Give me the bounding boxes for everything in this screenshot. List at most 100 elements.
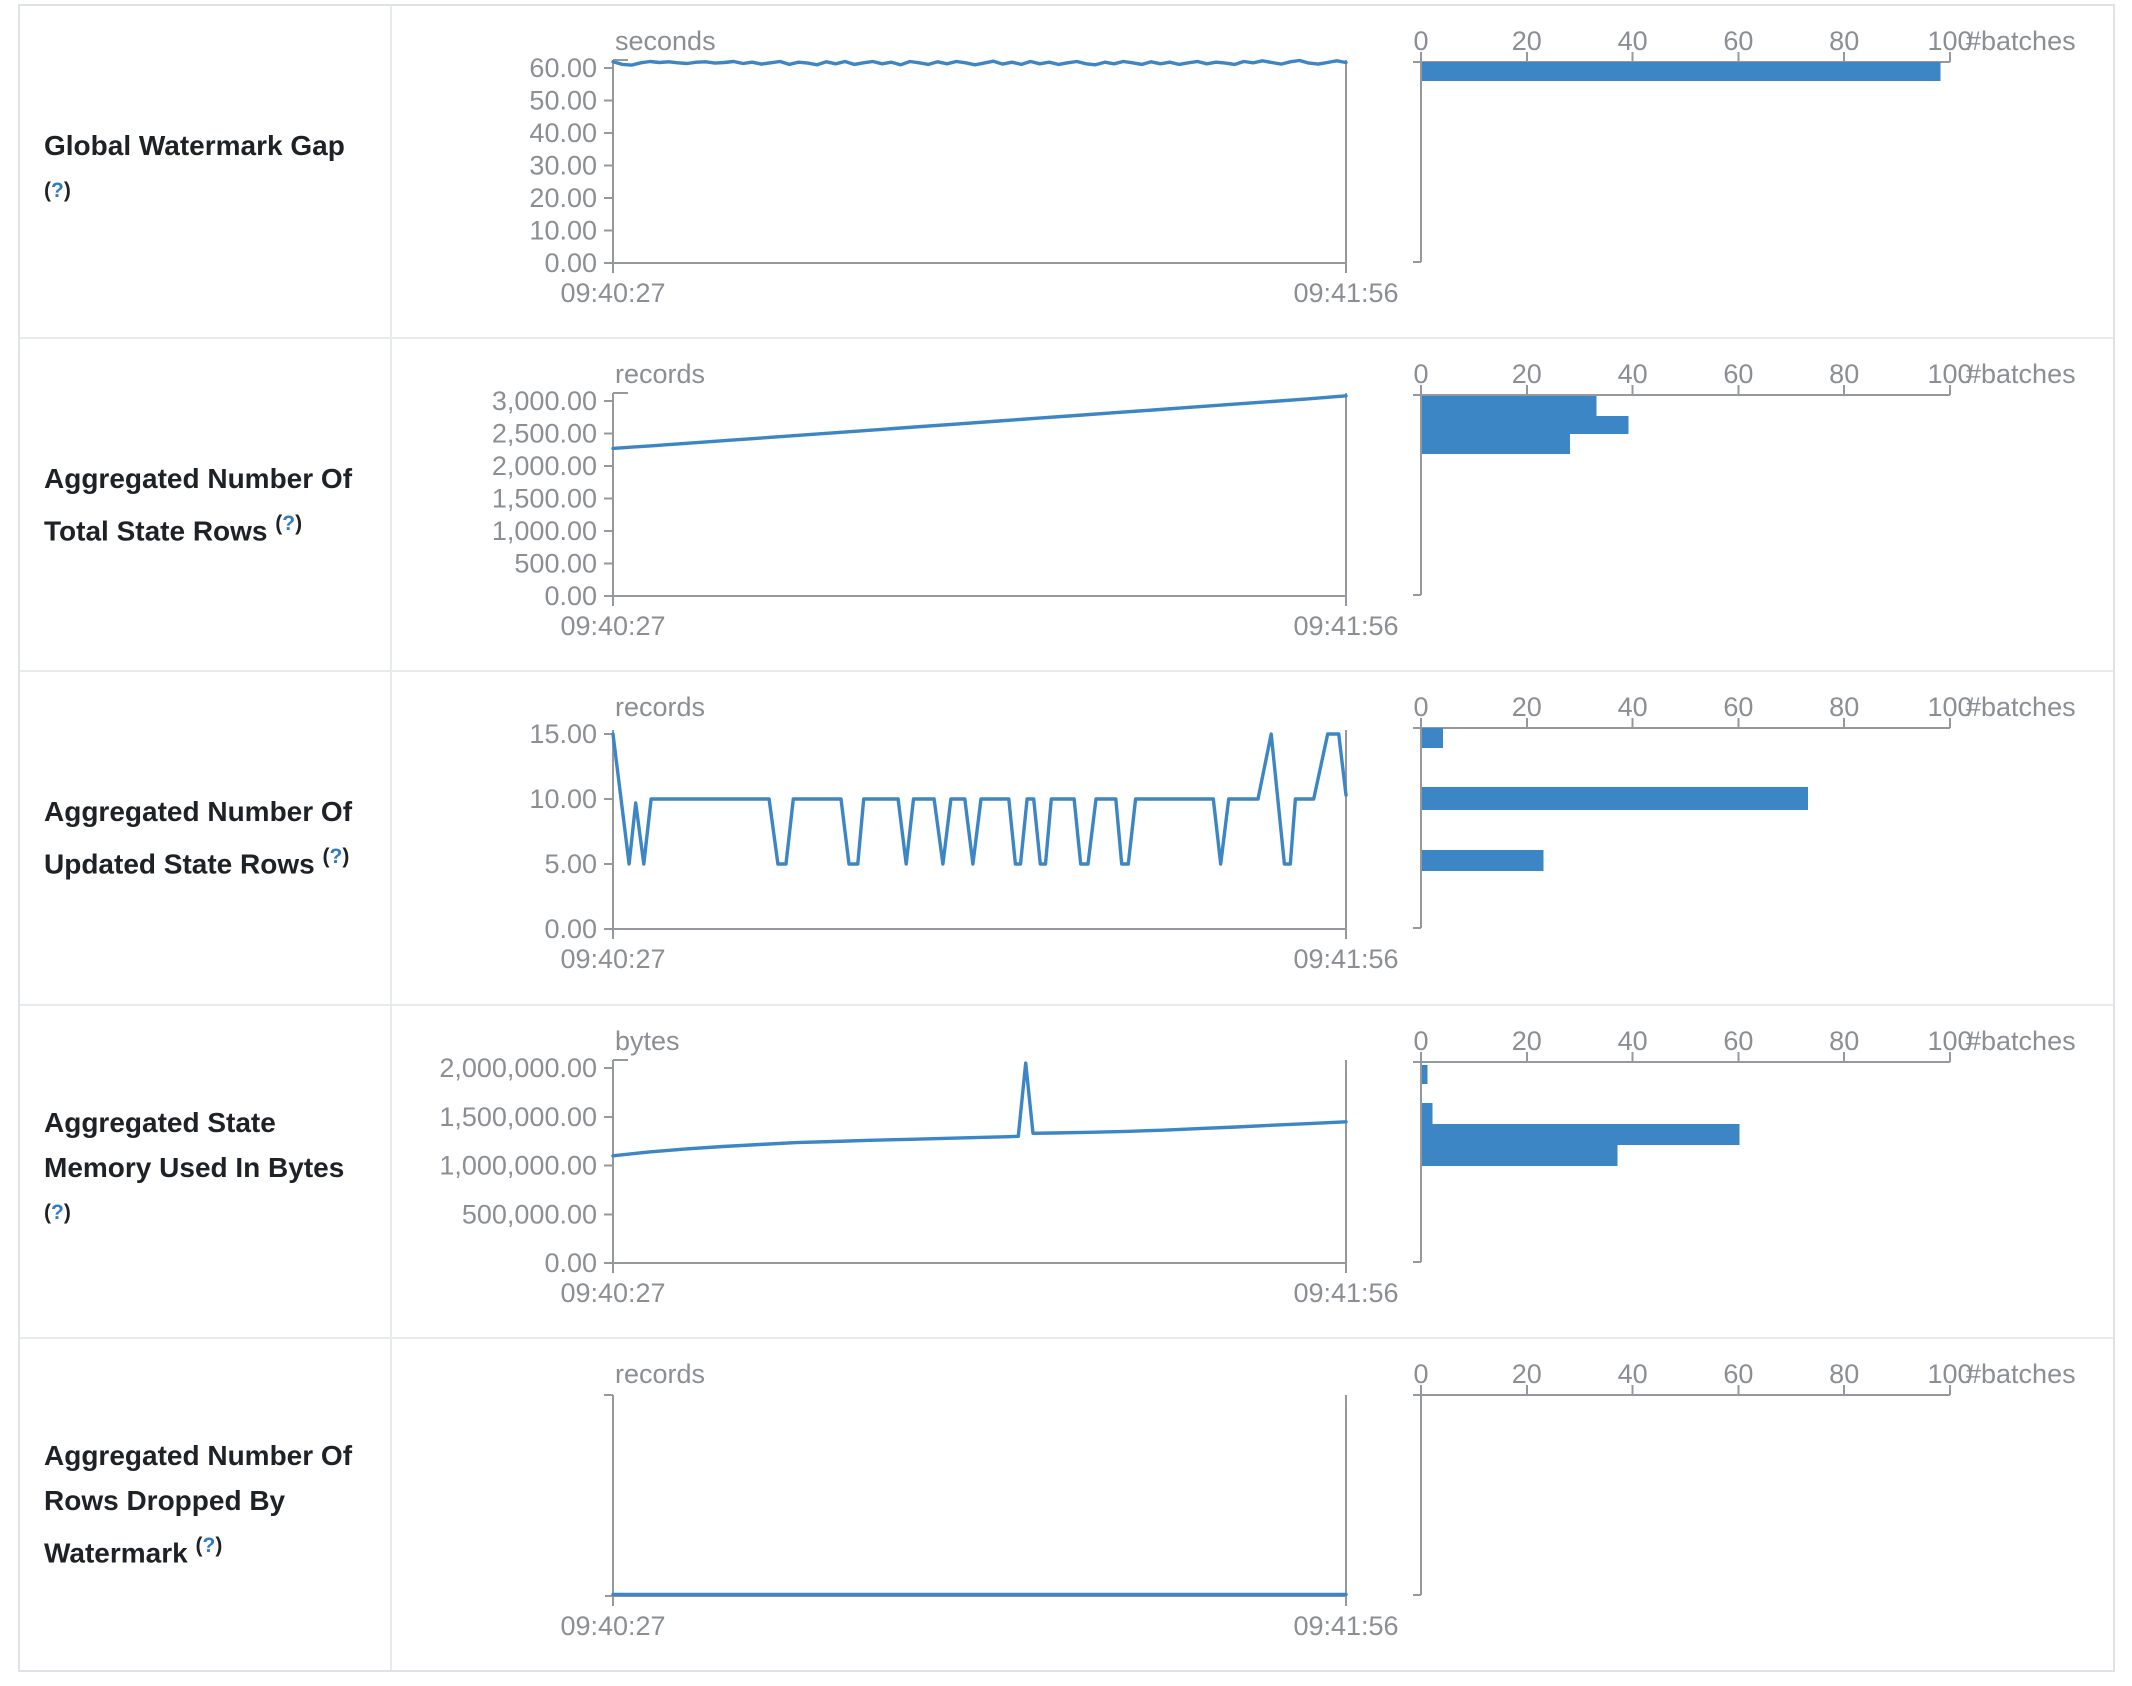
hist-tick-label: 80 [1829, 359, 1859, 389]
y-tick-label: 1,000.00 [492, 516, 597, 546]
y-tick-label: 10.00 [529, 784, 597, 814]
hist-unit-label: #batches [1966, 359, 2076, 389]
metric-title: Aggregated Number Of Total State Rows (?) [20, 456, 384, 553]
hist-tick-label: 0 [1413, 1359, 1428, 1389]
metric-row-3: Aggregated Number Of Updated State Rows (… [20, 672, 2113, 1006]
hist-tick-label: 60 [1723, 26, 1753, 56]
hist-tick-label: 40 [1618, 692, 1648, 722]
timeline-and-histogram-svg: records 09:40:27 09:41:56 0 20 40 60 80 100#batc… [560, 1359, 2075, 1641]
metric-title-line: Aggregated Number Of [44, 1440, 353, 1472]
x-axis-start-label: 09:40:27 [560, 611, 665, 641]
timeline-unit-label: records [615, 692, 705, 722]
y-tick-label: 20.00 [529, 183, 597, 213]
hist-tick-label: 100 [1927, 359, 1972, 389]
timeline-series-line [611, 732, 1348, 867]
question-mark: ? [329, 845, 343, 869]
charts-cell: records 3,000.00 2,500.00 2,000.00 1,500.00 1… [392, 339, 2113, 670]
hist-tick-label: 20 [1512, 692, 1542, 722]
hist-unit-label: #batches [1966, 26, 2076, 56]
metric-title-line: Memory Used In Bytes [44, 1152, 345, 1184]
help-icon[interactable]: (?) [322, 845, 350, 869]
question-mark: ? [51, 1201, 64, 1225]
timeline-unit-label: records [615, 1359, 705, 1389]
timeline-unit-label: bytes [615, 1026, 680, 1056]
metric-help-line: (?) [44, 168, 384, 220]
question-mark: ? [282, 512, 296, 536]
metric-title-line: Updated State Rows (?) [44, 845, 350, 880]
hist-tick-label: 60 [1723, 1026, 1753, 1056]
y-tick-label: 0.00 [544, 914, 597, 944]
metric-title: Aggregated Number Of Updated State Rows (… [20, 789, 384, 886]
x-axis-end-label: 09:41:56 [1293, 944, 1398, 974]
help-icon[interactable]: (?) [195, 1534, 223, 1558]
timeline-and-histogram-svg: seconds 60.0050.0040.0030.0020.0010.000.0… [529, 26, 2076, 308]
x-axis-start-label: 09:40:27 [560, 1278, 665, 1308]
y-tick-label: 500.00 [514, 549, 597, 579]
hist-tick-label: 40 [1618, 26, 1648, 56]
hist-tick-label: 80 [1829, 1026, 1859, 1056]
hist-tick-label: 80 [1829, 26, 1859, 56]
y-tick-label: 0.00 [544, 248, 597, 278]
metric-row-1: Global Watermark Gap (?) seconds 60.00 50.00… [20, 6, 2113, 340]
y-tick-label: 15.00 [529, 719, 597, 749]
timeline-and-histogram-svg: records3,000.002,500.002,000.001,500.001… [492, 359, 2076, 641]
metric-label-cell: Aggregated Number Of Updated State Rows (… [20, 672, 392, 1004]
hist-tick-label: 20 [1512, 1026, 1542, 1056]
hist-tick-label: 20 [1512, 1359, 1542, 1389]
hist-tick-label: 0 [1413, 359, 1428, 389]
y-tick-label: 0.00 [544, 581, 597, 611]
y-tick-label: 10.00 [529, 216, 597, 246]
x-axis-end-label: 09:41:56 [1293, 1611, 1398, 1641]
help-icon[interactable]: (?) [44, 1201, 71, 1225]
metric-label-cell: Aggregated Number Of Rows Dropped By Water… [20, 1338, 392, 1671]
hist-tick-label: 100 [1927, 1359, 1972, 1389]
y-tick-label: 1,500,000.00 [439, 1101, 597, 1131]
y-tick-label: 5.00 [544, 849, 597, 879]
hist-tick-label: 0 [1413, 1026, 1428, 1056]
metric-label-cell: Aggregated State Memory Used In Bytes (?) [20, 1005, 392, 1337]
metric-row-2: Aggregated Number Of Total State Rows (?)… [20, 339, 2113, 673]
charts-cell: bytes 2,000,000.00 1,500,000.00 1,000,000.0… [392, 1006, 2113, 1337]
hist-tick-label: 60 [1723, 692, 1753, 722]
charts-cell: records 15.00 10.00 5.00 0.00 09:40:27 09:41:5… [392, 672, 2113, 1003]
hist-tick-label: 40 [1618, 1359, 1648, 1389]
histogram-bar [1422, 62, 1941, 81]
hist-tick-label: 80 [1829, 692, 1859, 722]
histogram-bar [1422, 396, 1597, 417]
y-tick-label: 0.00 [544, 1248, 597, 1278]
metric-title-line: Total State Rows (?) [44, 512, 303, 547]
help-icon[interactable]: (?) [44, 178, 71, 202]
histogram-bar [1422, 434, 1571, 455]
metric-label-cell: Aggregated Number Of Total State Rows (?) [20, 339, 392, 671]
timeline-series-line [611, 394, 1348, 451]
x-axis-start-label: 09:40:27 [560, 278, 665, 308]
y-tick-label: 50.00 [529, 86, 597, 116]
timeline-unit-label: records [615, 359, 705, 389]
hist-unit-label: #batches [1966, 1026, 2076, 1056]
help-icon[interactable]: (?) [275, 512, 303, 536]
timeline-unit-label: seconds [615, 26, 716, 56]
hist-unit-label: #batches [1966, 692, 2076, 722]
y-tick-label: 2,000.00 [492, 451, 597, 481]
hist-tick-label: 100 [1927, 26, 1972, 56]
hist-tick-label: 20 [1512, 26, 1542, 56]
histogram-bar [1422, 1144, 1618, 1166]
charts-cell: seconds 60.00 50.00 40.00 30.00 20.00 10.00 0.0… [392, 6, 2113, 337]
y-tick-label: 2,500.00 [492, 419, 597, 449]
metric-title-line: Watermark (?) [44, 1534, 223, 1569]
hist-tick-label: 40 [1618, 359, 1648, 389]
metric-label-cell: Global Watermark Gap (?) [20, 6, 392, 338]
y-tick-label: 500,000.00 [462, 1199, 597, 1229]
metric-title: Aggregated Number Of Rows Dropped By Water… [20, 1433, 384, 1575]
timeline-series-line [611, 1061, 1348, 1158]
x-axis-end-label: 09:41:56 [1293, 1278, 1398, 1308]
histogram-bar [1422, 1064, 1428, 1084]
hist-tick-label: 80 [1829, 1359, 1859, 1389]
streaming-statistics-table: Global Watermark Gap (?) seconds 60.00 50.00… [18, 4, 2115, 1672]
histogram-bar [1422, 728, 1444, 749]
metric-help-line: (?) [44, 1190, 384, 1242]
hist-tick-label: 20 [1512, 359, 1542, 389]
charts-cell: records 09:40:27 09:41:56 0 20 40 60 80 100 #batc… [392, 1339, 2113, 1670]
metric-title-line: Aggregated Number Of [44, 463, 353, 495]
hist-tick-label: 0 [1413, 26, 1428, 56]
